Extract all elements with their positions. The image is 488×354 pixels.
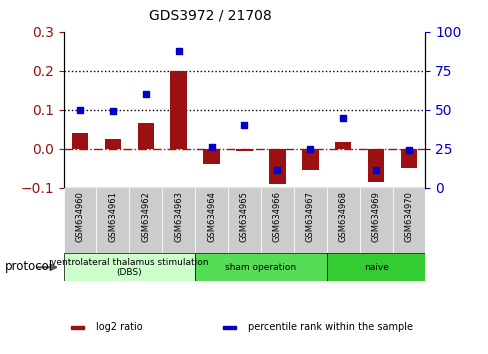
Bar [293, 188, 326, 253]
Bar [72, 133, 88, 149]
Text: sham operation: sham operation [225, 263, 296, 272]
Bar [137, 124, 154, 149]
Bar [71, 326, 83, 329]
Point [76, 107, 84, 113]
Bar [96, 188, 129, 253]
Bar [162, 188, 195, 253]
Text: GSM634970: GSM634970 [404, 191, 413, 242]
Text: GSM634960: GSM634960 [75, 191, 84, 242]
Text: protocol: protocol [5, 260, 53, 273]
Bar [203, 149, 220, 164]
Text: log2 ratio: log2 ratio [96, 322, 142, 332]
Point [174, 48, 182, 53]
Point [339, 115, 346, 120]
Text: GSM634965: GSM634965 [240, 191, 248, 242]
Bar [63, 188, 96, 253]
Bar [195, 253, 326, 281]
Bar [359, 188, 392, 253]
Text: percentile rank within the sample: percentile rank within the sample [247, 322, 412, 332]
Bar [223, 326, 235, 329]
Bar [367, 149, 384, 182]
Bar [236, 149, 252, 151]
Text: GSM634964: GSM634964 [207, 191, 216, 242]
Text: ventrolateral thalamus stimulation
(DBS): ventrolateral thalamus stimulation (DBS) [51, 258, 208, 277]
Point [273, 168, 281, 173]
Point [240, 122, 248, 128]
Point [306, 146, 314, 152]
Text: GSM634969: GSM634969 [371, 191, 380, 242]
Text: GSM634963: GSM634963 [174, 191, 183, 242]
Bar [129, 188, 162, 253]
Bar [326, 253, 425, 281]
Bar [104, 139, 121, 149]
Text: GDS3972 / 21708: GDS3972 / 21708 [148, 9, 271, 23]
Text: naive: naive [363, 263, 388, 272]
Text: GSM634967: GSM634967 [305, 191, 314, 242]
Point [371, 168, 379, 173]
Bar [334, 142, 351, 149]
Point [109, 108, 117, 114]
Text: GSM634962: GSM634962 [141, 191, 150, 242]
Text: GSM634968: GSM634968 [338, 191, 347, 242]
Point [404, 147, 412, 153]
Bar [400, 149, 416, 168]
Bar [63, 253, 195, 281]
Bar [170, 71, 186, 149]
Text: GSM634961: GSM634961 [108, 191, 117, 242]
Bar [268, 149, 285, 184]
Text: GSM634966: GSM634966 [272, 191, 281, 242]
Point [142, 91, 149, 97]
Point [207, 144, 215, 150]
Bar [261, 188, 293, 253]
Bar [302, 149, 318, 170]
Bar [195, 188, 227, 253]
Bar [227, 188, 261, 253]
Bar [392, 188, 425, 253]
Bar [326, 188, 359, 253]
